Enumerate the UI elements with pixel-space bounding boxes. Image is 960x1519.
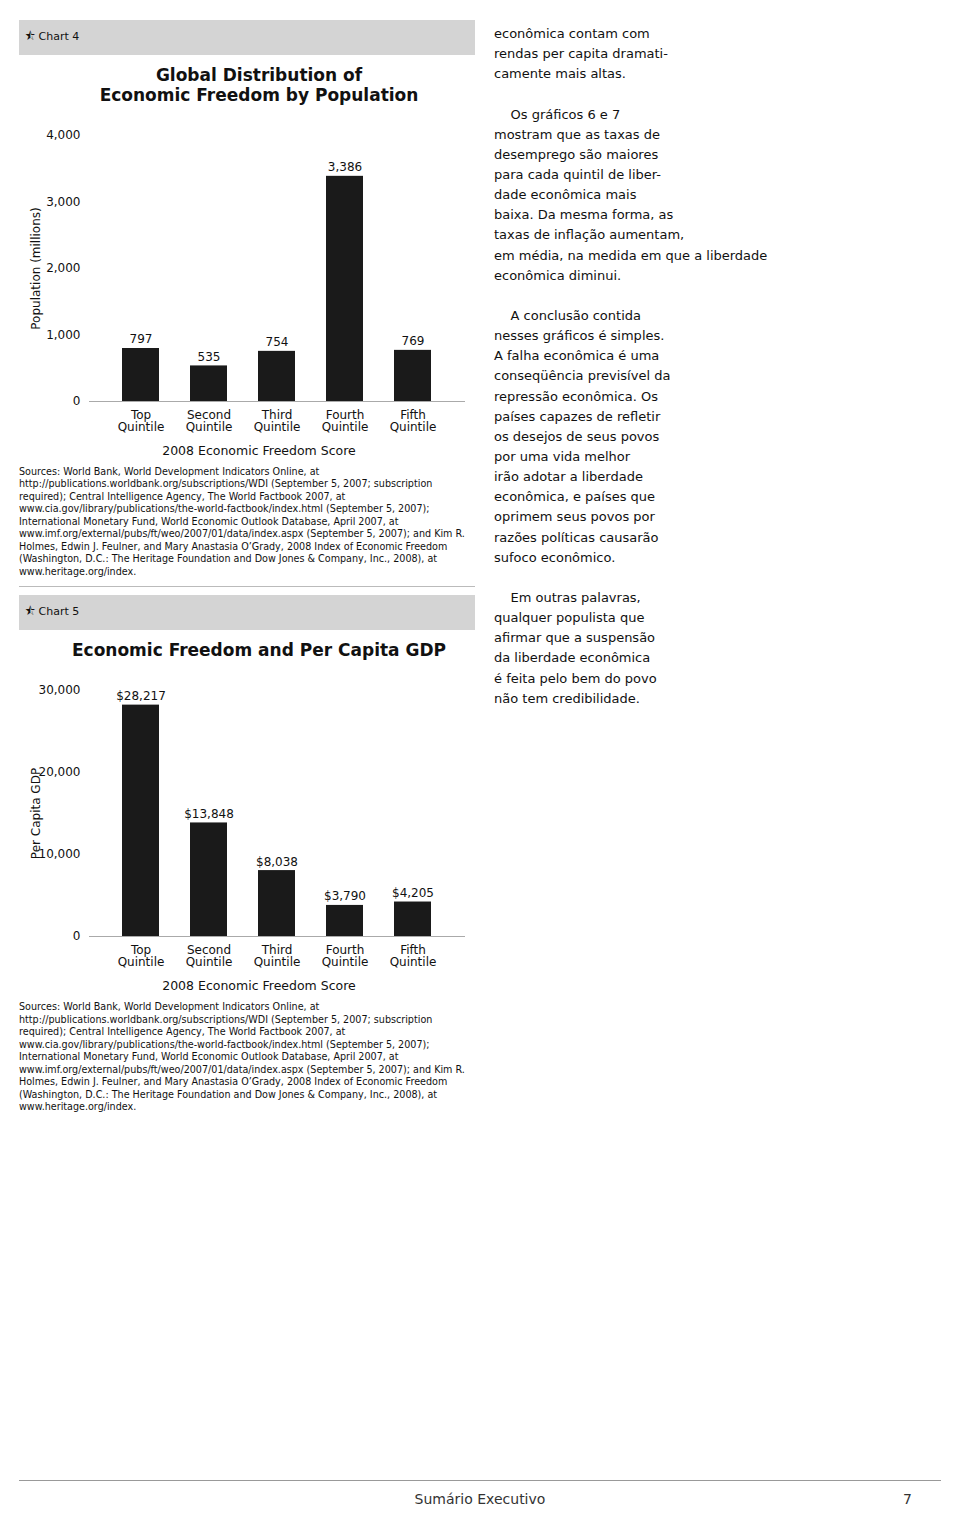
svg-text:FourthQuintile: FourthQuintile [322,408,369,434]
svg-text:TopQuintile: TopQuintile [118,408,165,434]
html-text:7: 7 [903,1491,912,1507]
svg-text:0: 0 [73,394,81,408]
svg-text:TopQuintile: TopQuintile [118,943,165,969]
svg-text:20,000: 20,000 [39,766,81,780]
svg-text:1,000: 1,000 [46,328,80,342]
svg-text:$4,205: $4,205 [392,886,434,900]
html-text:Sources: World Bank, World Dev: Sources: World Bank, World Development I… [19,466,465,577]
html-text:⯪ Chart 4: ⯪ Chart 4 [25,30,80,43]
svg-text:535: 535 [198,350,221,364]
svg-text:0: 0 [73,930,81,944]
svg-text:4,000: 4,000 [46,128,80,142]
svg-text:SecondQuintile: SecondQuintile [186,943,233,969]
svg-text:FourthQuintile: FourthQuintile [322,943,369,969]
svg-text:$3,790: $3,790 [324,890,366,904]
svg-text:$28,217: $28,217 [116,689,166,703]
html-text:Economic Freedom and Per Capit: Economic Freedom and Per Capita GDP [72,640,446,661]
svg-text:10,000: 10,000 [39,848,81,862]
svg-text:754: 754 [266,335,289,349]
svg-text:Per Capita GDP: Per Capita GDP [29,768,43,859]
svg-text:797: 797 [130,332,153,346]
svg-text:30,000: 30,000 [39,684,81,698]
svg-text:$13,848: $13,848 [184,807,234,821]
svg-text:$8,038: $8,038 [256,855,298,869]
svg-text:3,386: 3,386 [328,160,362,174]
svg-text:Population (millions): Population (millions) [29,207,43,329]
html-text:Global Distribution of Economi: Global Distribution of Economic Freedom … [99,65,419,105]
svg-text:FifthQuintile: FifthQuintile [390,943,437,969]
html-text:2008 Economic Freedom Score: 2008 Economic Freedom Score [162,443,356,458]
svg-text:ThirdQuintile: ThirdQuintile [254,943,301,969]
svg-text:FifthQuintile: FifthQuintile [390,408,437,434]
svg-text:2,000: 2,000 [46,261,80,275]
html-text:Sources: World Bank, World Dev: Sources: World Bank, World Development I… [19,1001,465,1112]
svg-text:ThirdQuintile: ThirdQuintile [254,408,301,434]
svg-text:3,000: 3,000 [46,195,80,209]
html-text:Sumário Executivo: Sumário Executivo [414,1491,546,1507]
html-text:econômica contam com rendas pe: econômica contam com rendas per capita d… [494,26,768,706]
html-text:2008 Economic Freedom Score: 2008 Economic Freedom Score [162,978,356,994]
svg-text:SecondQuintile: SecondQuintile [186,408,233,434]
svg-text:769: 769 [402,334,425,348]
html-text:⯪ Chart 5: ⯪ Chart 5 [25,605,80,619]
